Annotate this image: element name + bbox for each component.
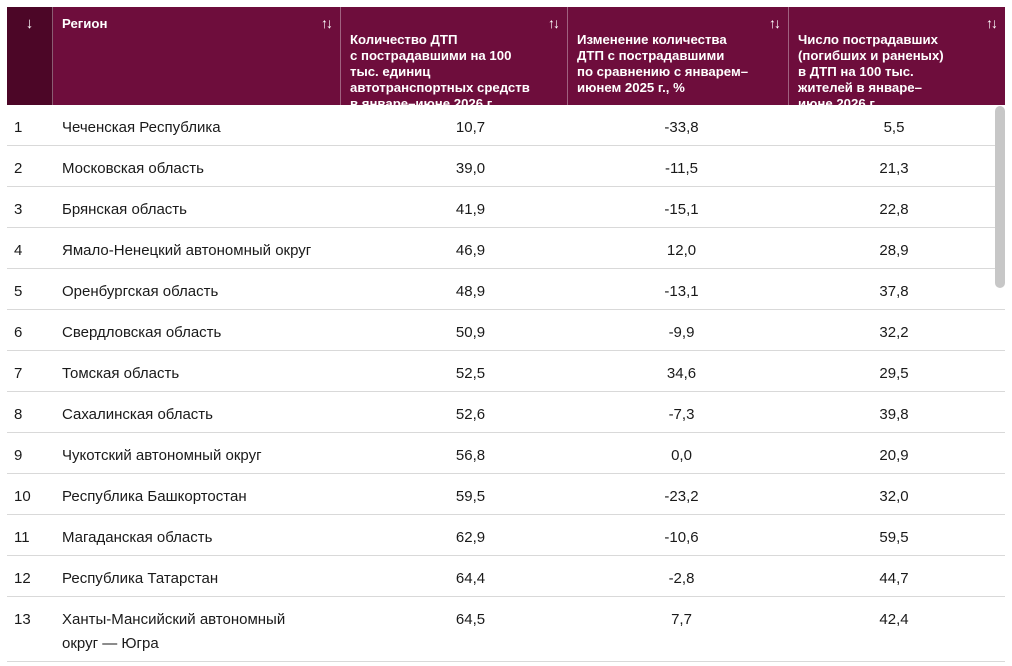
row-index: 9	[14, 447, 23, 464]
vertical-scrollbar[interactable]	[995, 106, 1005, 288]
header-region-label: Регион	[62, 16, 108, 31]
victims-value: 21,3	[879, 160, 909, 177]
region-name: Республика Татарстан	[62, 570, 219, 587]
table-row: 10 Республика Башкортостан 59,5 -23,2 32,0	[7, 474, 1005, 515]
change-value: -23,2	[664, 488, 699, 505]
victims-value: 28,9	[879, 242, 909, 259]
victims-value: 59,5	[879, 529, 909, 546]
accidents-value: 56,8	[455, 447, 486, 464]
victims-value: 44,7	[879, 570, 909, 587]
row-index: 3	[14, 201, 23, 218]
row-index: 10	[14, 488, 31, 505]
accidents-value: 50,9	[455, 324, 486, 341]
accidents-value: 64,4	[455, 570, 486, 587]
victims-value: 32,2	[879, 324, 909, 341]
victims-value: 39,8	[879, 406, 909, 423]
victims-value: 37,8	[879, 283, 909, 300]
accidents-value: 64,5	[455, 611, 486, 628]
row-index: 13	[14, 611, 31, 628]
victims-value: 5,5	[883, 119, 905, 136]
table-row: 3 Брянская область 41,9 -15,1 22,8	[7, 187, 1005, 228]
table-row: 7 Томская область 52,5 34,6 29,5	[7, 351, 1005, 392]
table-row: 11 Магаданская область 62,9 -10,6 59,5	[7, 515, 1005, 556]
row-index: 6	[14, 324, 23, 341]
victims-value: 42,4	[879, 611, 909, 628]
change-value: -11,5	[664, 160, 699, 177]
table-row: 8 Сахалинская область 52,6 -7,3 39,8	[7, 392, 1005, 433]
accidents-value: 46,9	[455, 242, 486, 259]
table-row: 1 Чеченская Республика 10,7 -33,8 5,5	[7, 105, 1005, 146]
row-index: 4	[14, 242, 23, 259]
accidents-value: 59,5	[455, 488, 486, 505]
arrow-down-icon: ↓	[25, 15, 34, 32]
region-name: Ямало-Ненецкий автономный округ	[62, 242, 312, 259]
change-value: 12,0	[666, 242, 697, 259]
table-row: 5 Оренбургская область 48,9 -13,1 37,8	[7, 269, 1005, 310]
region-name: Сахалинская область	[62, 406, 213, 423]
row-index: 5	[14, 283, 23, 300]
region-name: Ханты-Мансийский автономный округ — Югра	[62, 611, 286, 652]
header-change-label: Изменение количества ДТП с пострадавшими…	[577, 32, 749, 95]
table-row: 13 Ханты-Мансийский автономный округ — Юг…	[7, 597, 1005, 662]
accidents-value: 52,5	[455, 365, 486, 382]
accidents-value: 62,9	[455, 529, 486, 546]
table-body: 1 Чеченская Республика 10,7 -33,8 5,5 2 Москов…	[7, 105, 1005, 662]
row-index: 2	[14, 160, 23, 177]
header-victims[interactable]: Число пострадавших (погибших и раненых) …	[789, 7, 1005, 111]
sort-icon[interactable]: ↑↓	[548, 15, 560, 31]
change-value: -13,1	[664, 283, 699, 300]
index-sort-header[interactable]: ↓	[7, 7, 53, 105]
row-index: 12	[14, 570, 31, 587]
accidents-value: 48,9	[455, 283, 486, 300]
region-name: Чукотский автономный округ	[62, 447, 262, 464]
change-value: -15,1	[664, 201, 699, 218]
header-victims-label: Число пострадавших (погибших и раненых) …	[798, 32, 944, 111]
header-change[interactable]: Изменение количества ДТП с пострадавшими…	[568, 7, 789, 105]
region-name: Свердловская область	[62, 324, 222, 341]
victims-value: 29,5	[879, 365, 909, 382]
region-name: Московская область	[62, 160, 204, 177]
change-value: -10,6	[664, 529, 699, 546]
header-region[interactable]: Регион ↑↓	[53, 7, 341, 105]
sort-icon[interactable]: ↑↓	[769, 15, 781, 31]
region-name: Магаданская область	[62, 529, 213, 546]
change-value: 34,6	[666, 365, 697, 382]
table-header: ↓ Регион ↑↓ Количество ДТП с пострадавши…	[7, 7, 1005, 111]
sort-icon[interactable]: ↑↓	[986, 15, 998, 31]
victims-value: 22,8	[879, 201, 909, 218]
accidents-value: 52,6	[455, 406, 486, 423]
row-index: 7	[14, 365, 23, 382]
change-value: 0,0	[671, 447, 692, 464]
table-row: 12 Республика Татарстан 64,4 -2,8 44,7	[7, 556, 1005, 597]
accidents-value: 39,0	[455, 160, 486, 177]
region-name: Томская область	[62, 365, 180, 382]
change-value: -33,8	[664, 119, 699, 136]
row-index: 1	[14, 119, 23, 136]
accidents-value: 41,9	[455, 201, 486, 218]
header-accidents-label: Количество ДТП с пострадавшими на 100 ты…	[350, 32, 530, 111]
change-value: -7,3	[668, 406, 695, 423]
table-row: 6 Свердловская область 50,9 -9,9 32,2	[7, 310, 1005, 351]
accidents-value: 10,7	[455, 119, 486, 136]
row-index: 11	[14, 529, 30, 546]
ranking-table: ↓ Регион ↑↓ Количество ДТП с пострадавши…	[7, 7, 1005, 662]
change-value: -2,8	[668, 570, 695, 587]
table-row: 2 Московская область 39,0 -11,5 21,3	[7, 146, 1005, 187]
table-row: 9 Чукотский автономный округ 56,8 0,0 20,9	[7, 433, 1005, 474]
change-value: -9,9	[668, 324, 695, 341]
region-name: Чеченская Республика	[62, 119, 221, 136]
table-row: 4 Ямало-Ненецкий автономный округ 46,9 12,0…	[7, 228, 1005, 269]
row-index: 8	[14, 406, 23, 423]
change-value: 7,7	[671, 611, 692, 628]
header-accidents[interactable]: Количество ДТП с пострадавшими на 100 ты…	[341, 7, 568, 111]
victims-value: 20,9	[879, 447, 909, 464]
region-name: Республика Башкортостан	[62, 488, 247, 505]
region-name: Брянская область	[62, 201, 187, 218]
region-name: Оренбургская область	[62, 283, 219, 300]
sort-icon[interactable]: ↑↓	[321, 15, 333, 31]
victims-value: 32,0	[879, 488, 909, 505]
